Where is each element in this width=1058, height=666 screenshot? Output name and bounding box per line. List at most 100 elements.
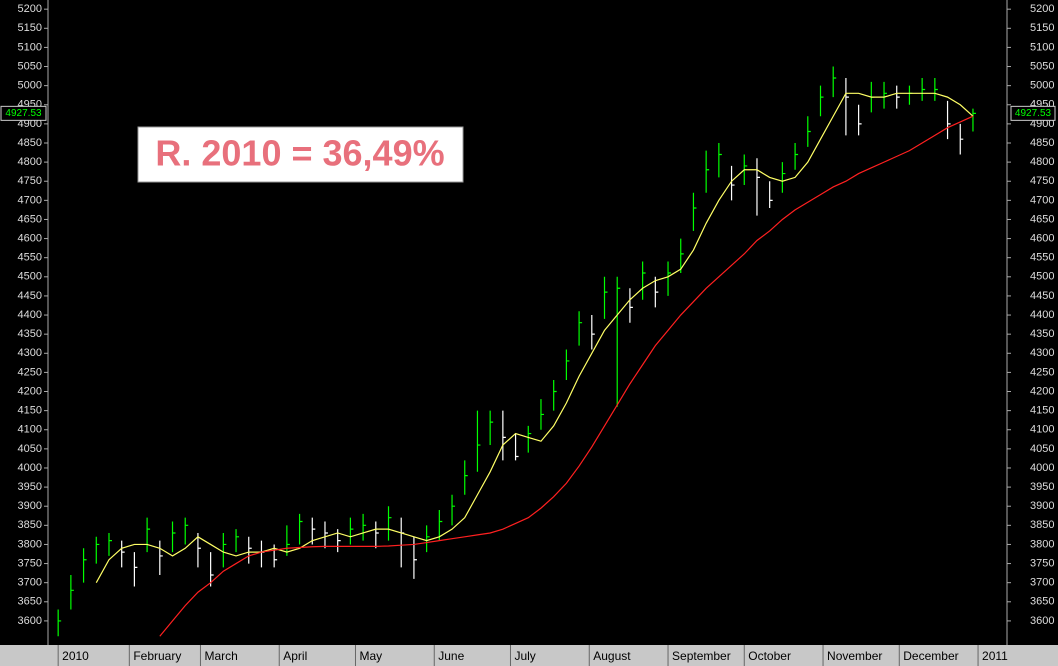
price-bar: [642, 261, 646, 300]
moving-average: [159, 115, 974, 637]
price-bar: [603, 276, 608, 319]
x-tick-label: September: [672, 649, 731, 663]
y-tick-label: 3750: [1030, 557, 1054, 569]
price-bar: [489, 410, 494, 446]
y-tick-label: 4350: [18, 328, 42, 340]
y-tick-label: 4850: [18, 137, 42, 149]
y-tick-label: 3900: [18, 500, 42, 512]
price-bar: [70, 575, 74, 610]
y-tick-label: 4600: [18, 232, 42, 244]
price-bar: [591, 315, 595, 350]
y-tick-label: 4200: [18, 385, 42, 397]
y-tick-label: 3850: [1030, 519, 1054, 531]
price-bar: [553, 380, 557, 411]
y-tick-label: 4800: [18, 156, 42, 168]
annotation-box: [137, 126, 464, 183]
price-bar: [769, 181, 773, 208]
y-tick-label: 4350: [1030, 328, 1054, 340]
y-tick-label: 3650: [18, 596, 42, 608]
price-bar: [82, 548, 87, 583]
price-bar: [375, 521, 379, 549]
y-tick-label: 4300: [1030, 347, 1054, 359]
y-tick-label: 4650: [18, 213, 42, 225]
y-tick-label: 3850: [18, 519, 42, 531]
price-bar: [883, 81, 888, 109]
price-bar: [426, 525, 430, 553]
price-bar: [845, 77, 849, 136]
y-tick-label: 4200: [1030, 385, 1054, 397]
moving-average: [95, 92, 974, 583]
price-bar: [95, 536, 100, 564]
price-bar: [210, 552, 214, 587]
y-tick-label: 4050: [1030, 443, 1054, 455]
last-price-label: 4927.53: [5, 108, 42, 119]
price-bar: [730, 165, 735, 201]
y-tick-label: 4050: [18, 443, 42, 455]
y-tick-label: 5200: [18, 3, 42, 15]
x-tick-label: 2011: [982, 649, 1008, 663]
y-tick-label: 4300: [18, 347, 42, 359]
y-tick-label: 3950: [1030, 481, 1054, 493]
price-bar: [451, 494, 456, 526]
price-bar: [565, 349, 570, 381]
price-bar: [807, 116, 811, 147]
y-tick-label: 4700: [18, 194, 42, 206]
y-tick-label: 4650: [1030, 213, 1054, 225]
price-bar: [286, 525, 290, 556]
last-price-box: [1010, 105, 1056, 121]
price-bar: [413, 536, 417, 579]
y-tick-label: 5200: [1030, 3, 1054, 15]
x-tick-label: 2010: [62, 649, 89, 663]
price-bar: [540, 399, 544, 430]
y-tick-label: 5100: [1030, 41, 1054, 53]
last-price-box: [0, 105, 47, 121]
x-tick-label: November: [827, 649, 882, 663]
y-tick-label: 5150: [1030, 22, 1054, 34]
price-bar: [972, 108, 976, 132]
x-tick-label: August: [593, 649, 631, 663]
y-tick-label: 4450: [1030, 290, 1054, 302]
price-bar: [794, 142, 799, 170]
y-tick-label: 4550: [1030, 252, 1054, 264]
price-bar: [718, 142, 722, 178]
y-tick-label: 4150: [18, 405, 42, 417]
price-bar: [858, 104, 862, 136]
x-axis-band: [0, 645, 1058, 666]
price-bar: [527, 425, 532, 453]
y-tick-label: 4100: [18, 424, 42, 436]
price-bar: [57, 609, 62, 637]
price-bar: [362, 513, 367, 541]
y-tick-label: 3800: [18, 538, 42, 550]
price-bar: [946, 100, 951, 140]
price-bar: [514, 433, 519, 461]
last-price-label: 4927.53: [1015, 108, 1052, 119]
price-bar: [654, 276, 659, 308]
y-tick-label: 3600: [1030, 615, 1054, 627]
price-bar: [121, 540, 125, 568]
y-tick-label: 4450: [18, 290, 42, 302]
y-tick-label: 4800: [1030, 156, 1054, 168]
price-bar: [959, 123, 964, 155]
price-bar: [578, 311, 583, 346]
x-tick-label: April: [283, 649, 307, 663]
y-tick-label: 3950: [18, 481, 42, 493]
y-tick-label: 5000: [1030, 80, 1054, 92]
y-tick-label: 3650: [1030, 596, 1054, 608]
x-tick-label: October: [748, 649, 791, 663]
y-tick-label: 4600: [1030, 232, 1054, 244]
y-tick-label: 3600: [18, 615, 42, 627]
price-bar: [159, 540, 163, 576]
price-bar: [934, 77, 938, 101]
price-bar: [781, 162, 786, 193]
price-bar: [133, 552, 138, 587]
price-bar: [629, 288, 633, 323]
price-bar: [692, 192, 697, 231]
y-tick-label: 4700: [1030, 194, 1054, 206]
price-bar: [324, 521, 328, 549]
price-bar: [667, 261, 672, 296]
price-bar: [171, 521, 176, 553]
y-tick-label: 3900: [1030, 500, 1054, 512]
